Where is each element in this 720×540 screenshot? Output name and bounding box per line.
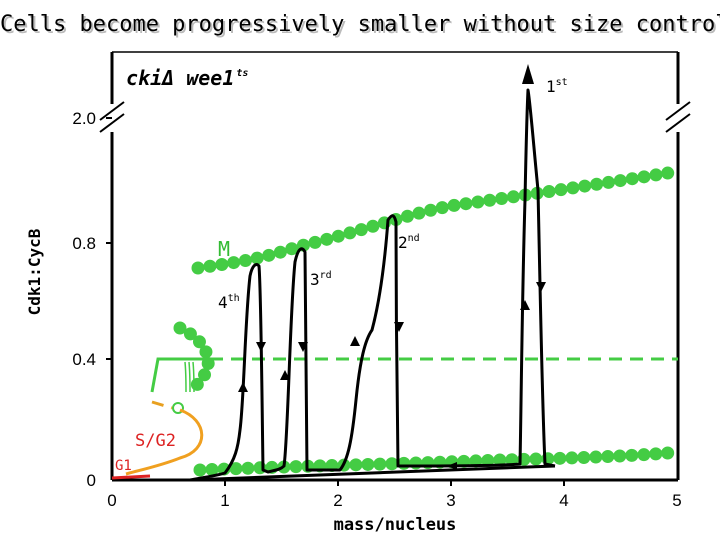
annotation-2nd-sup: nd bbox=[408, 233, 420, 244]
unstable-thin-branch bbox=[184, 361, 195, 393]
sg2-solid-connector bbox=[150, 357, 210, 393]
y-axis-label: Cdk1:CycB bbox=[25, 228, 44, 315]
annotation-1st-sup: st bbox=[556, 77, 568, 88]
annotation-2nd-base: 2 bbox=[398, 233, 408, 252]
annotation-4th: 4th bbox=[218, 293, 240, 312]
x-tick-label-2: 2 bbox=[333, 491, 342, 510]
annotation-g1: G1 bbox=[115, 458, 132, 474]
trajectory-arrows bbox=[238, 64, 546, 470]
annotation-2nd: 2nd bbox=[398, 233, 420, 252]
chart-title: Cells become progressively smaller witho… bbox=[0, 12, 720, 37]
annotation-3rd-sup: rd bbox=[320, 270, 332, 281]
y-tick-label-0-8: 0.8 bbox=[72, 234, 96, 253]
axis-break-right bbox=[664, 101, 694, 133]
m-branch-series bbox=[191, 166, 675, 275]
g1-branch-series bbox=[193, 446, 675, 477]
genotype-label: ckiΔ wee1 ts bbox=[126, 66, 248, 90]
annotation-3rd: 3rd bbox=[310, 270, 332, 289]
sg2-orange-curve bbox=[125, 408, 204, 476]
x-tick-label-1: 1 bbox=[220, 491, 229, 510]
trajectory-series bbox=[189, 88, 556, 482]
trajectory-low-branch bbox=[189, 464, 556, 482]
annotation-m: M bbox=[218, 237, 230, 261]
annotation-1st: 1st bbox=[546, 77, 568, 96]
x-tick-label-4: 4 bbox=[559, 491, 568, 510]
annotation-1st-base: 1 bbox=[546, 77, 556, 96]
sg2-dashed-connector bbox=[151, 400, 173, 410]
unstable-circle bbox=[172, 402, 184, 414]
y-tick-label-2-0: 2.0 bbox=[72, 109, 96, 128]
x-axis-label: mass/nucleus bbox=[334, 515, 457, 535]
y-tick-label-0-4: 0.4 bbox=[72, 350, 96, 369]
genotype-main: ckiΔ wee1 bbox=[126, 66, 234, 90]
annotation-sg2: S/G2 bbox=[135, 431, 176, 451]
x-tick-label-3: 3 bbox=[446, 491, 455, 510]
annotation-4th-sup: th bbox=[228, 293, 240, 304]
genotype-sup: ts bbox=[236, 68, 248, 79]
g1-red-segment bbox=[111, 474, 151, 480]
annotation-4th-base: 4 bbox=[218, 293, 228, 312]
x-tick-label-5: 5 bbox=[672, 491, 681, 510]
y-tick-label-0: 0 bbox=[87, 471, 96, 490]
tick-marks bbox=[106, 117, 565, 486]
x-tick-label-0: 0 bbox=[107, 491, 116, 510]
annotation-3rd-base: 3 bbox=[310, 270, 320, 289]
